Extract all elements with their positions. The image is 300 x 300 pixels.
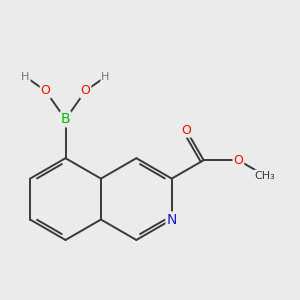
Text: H: H bbox=[101, 72, 110, 82]
Text: O: O bbox=[233, 154, 243, 167]
Text: N: N bbox=[167, 212, 177, 226]
Text: O: O bbox=[181, 124, 191, 136]
Text: CH₃: CH₃ bbox=[255, 171, 275, 181]
Text: H: H bbox=[21, 72, 30, 82]
Text: B: B bbox=[61, 112, 70, 126]
Text: O: O bbox=[80, 84, 90, 98]
Text: O: O bbox=[40, 84, 50, 98]
